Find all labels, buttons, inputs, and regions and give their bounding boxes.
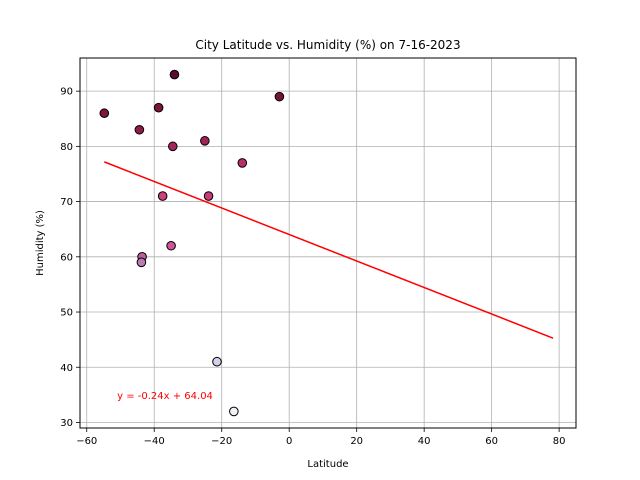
x-tick-label: 0 [286,436,292,447]
points-layer [99,69,285,417]
x-tick-label: −20 [211,436,232,447]
scatter-point [153,102,164,113]
y-tick-label: 40 [60,363,73,374]
scatter-point [167,141,178,152]
scatter-point [274,91,285,102]
scatter-point [136,257,147,268]
x-tick-label: 20 [350,436,363,447]
plot-frame [79,57,577,429]
scatter-point [237,158,248,168]
y-tick-label: 80 [60,142,73,153]
scatter-point [99,108,110,119]
scatter-point [212,356,222,367]
y-axis-label: Humidity (%) [35,210,46,276]
x-tick-label: −40 [144,436,165,447]
y-tick-label: 90 [60,87,73,98]
scatter-point [229,406,239,417]
x-tick-label: 80 [553,436,566,447]
y-tick-label: 60 [60,252,73,263]
scatter-point [203,191,214,201]
x-tick-label: −60 [76,436,97,447]
regression-layer [104,161,554,339]
y-tick-label: 70 [60,197,73,208]
regression-equation: y = -0.24x + 64.04 [117,391,213,402]
scatter-point [157,191,168,201]
scatter-point [166,240,176,251]
ticks-layer: −60 −40 −20 0 20 40 60 80 30 40 50 60 70 80 90 [60,87,565,447]
regression-line [104,161,554,339]
scatter-point [200,136,210,146]
scatter-point [169,69,180,80]
x-tick-label: 40 [418,436,431,447]
grid-layer [80,58,576,428]
chart-title: City Latitude vs. Humidity (%) on 7-16-2… [195,38,460,52]
y-tick-label: 30 [60,418,73,429]
x-tick-label: 60 [485,436,498,447]
y-tick-label: 50 [60,308,73,319]
scatter-point [134,124,145,135]
x-axis-label: Latitude [307,459,348,470]
